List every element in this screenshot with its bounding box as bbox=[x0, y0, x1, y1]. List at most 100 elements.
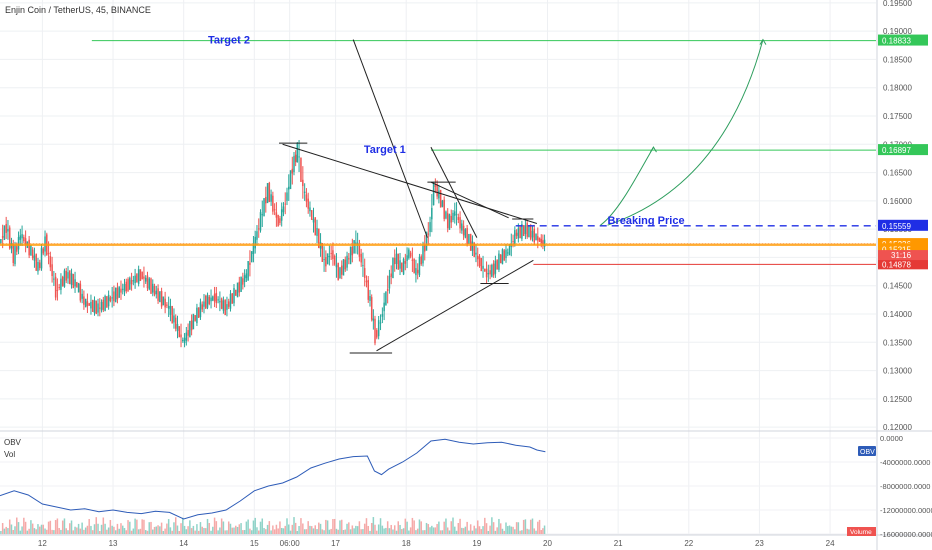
volume-bar bbox=[457, 523, 460, 534]
candle-body bbox=[505, 249, 507, 259]
candle-body bbox=[0, 239, 2, 244]
candle-body bbox=[90, 301, 92, 309]
volume-bar bbox=[7, 528, 9, 534]
volume-bar bbox=[173, 522, 175, 534]
volume-bar bbox=[37, 524, 39, 534]
volume-bar bbox=[522, 519, 525, 534]
volume-bar bbox=[21, 526, 23, 534]
volume-bar bbox=[199, 522, 202, 534]
candle-body bbox=[346, 255, 348, 268]
volume-bar bbox=[224, 530, 226, 534]
volume-bar bbox=[499, 523, 502, 534]
candle-body bbox=[54, 276, 57, 298]
candle-body bbox=[543, 239, 546, 247]
price-level-badge-text: 0.16897 bbox=[882, 146, 911, 155]
target1-arrow-head bbox=[650, 146, 657, 153]
candle-body bbox=[367, 280, 369, 300]
volume-bar bbox=[247, 519, 249, 534]
price-level-badge-bg bbox=[878, 258, 928, 270]
volume-bar bbox=[524, 519, 527, 534]
obv-tick-label: -4000000.0000 bbox=[880, 458, 930, 467]
candle-body bbox=[457, 217, 460, 220]
candle-body bbox=[480, 257, 483, 272]
volume-bar bbox=[321, 529, 324, 534]
candle-body bbox=[420, 256, 422, 265]
candle-body bbox=[344, 259, 347, 270]
symbol-title: Enjin Coin / TetherUS, 45, BINANCE bbox=[5, 5, 151, 15]
obv-badge-text: OBV bbox=[860, 449, 875, 456]
candle-body bbox=[307, 198, 309, 209]
volume-bar bbox=[3, 528, 6, 534]
volume-bar bbox=[227, 521, 230, 534]
price-level-badge: 0.15559 bbox=[878, 219, 928, 231]
volume-bar bbox=[46, 529, 48, 534]
candle-body bbox=[164, 298, 166, 308]
volume-bar bbox=[416, 528, 419, 534]
candle-body bbox=[277, 214, 279, 227]
candle-body bbox=[332, 250, 334, 259]
candle-body bbox=[187, 330, 189, 336]
candle-body bbox=[439, 189, 442, 208]
volume-bar bbox=[210, 530, 212, 534]
candle-body bbox=[238, 281, 241, 293]
volume-bar bbox=[526, 528, 528, 534]
candle-body bbox=[376, 330, 378, 338]
volume-bar bbox=[104, 523, 106, 534]
volume-bar bbox=[109, 519, 112, 534]
candle-body bbox=[537, 236, 539, 241]
candle-body bbox=[310, 210, 313, 220]
volume-bar bbox=[450, 521, 452, 534]
candle-body bbox=[153, 286, 156, 295]
candle-body bbox=[61, 276, 64, 287]
candle-body bbox=[144, 277, 147, 282]
candle-body bbox=[340, 265, 343, 275]
candle-body bbox=[51, 264, 53, 277]
volume-bar bbox=[182, 517, 184, 534]
candle-body bbox=[540, 238, 543, 244]
candle-body bbox=[478, 256, 481, 267]
candle-body bbox=[176, 323, 179, 331]
time-tick-label: 12 bbox=[38, 539, 47, 548]
volume-bar bbox=[12, 530, 14, 534]
volume-bar bbox=[51, 529, 53, 534]
candle-body bbox=[508, 243, 511, 256]
volume-bar bbox=[349, 529, 352, 534]
candle-body bbox=[521, 224, 523, 239]
volume-bar bbox=[69, 523, 71, 534]
obv-tick-label: -8000000.0000 bbox=[880, 482, 930, 491]
volume-bar bbox=[309, 525, 311, 534]
volume-bar bbox=[235, 525, 237, 534]
candle-body bbox=[113, 291, 115, 302]
volume-bar bbox=[427, 524, 430, 534]
candle-body bbox=[459, 217, 461, 229]
candle-body bbox=[130, 280, 133, 285]
candle-body bbox=[111, 297, 113, 299]
candle-body bbox=[339, 267, 341, 279]
candle-body bbox=[288, 186, 290, 190]
candle-body bbox=[109, 297, 112, 302]
volume-bar bbox=[263, 528, 265, 534]
volume-bar bbox=[478, 526, 481, 534]
candle-body bbox=[125, 281, 128, 292]
volume-bar bbox=[351, 525, 354, 534]
volume-bar bbox=[30, 520, 32, 534]
price-tick-label: 0.14000 bbox=[883, 310, 912, 319]
candle-body bbox=[42, 248, 45, 254]
candle-body bbox=[422, 245, 424, 264]
annotation-label: Target 2 bbox=[208, 35, 250, 47]
candle-body bbox=[333, 255, 336, 265]
volume-bar bbox=[300, 518, 302, 534]
candle-body bbox=[222, 300, 225, 311]
volume-bar bbox=[339, 520, 341, 534]
volume-bar bbox=[160, 522, 163, 534]
volume-bar bbox=[392, 529, 394, 534]
obv-line bbox=[0, 438, 546, 520]
candle-body bbox=[434, 185, 437, 187]
candle-body bbox=[305, 194, 308, 202]
price-level-badge-bg bbox=[878, 219, 928, 231]
candle-body bbox=[503, 250, 505, 261]
volume-bar bbox=[97, 523, 99, 534]
volume-bar bbox=[162, 530, 165, 534]
